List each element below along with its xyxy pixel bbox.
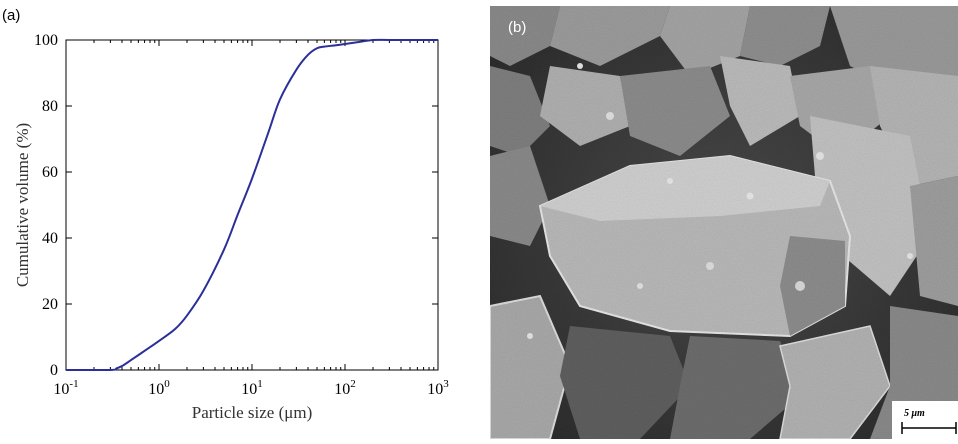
chart-panel-a: (a) 0 20 40 60 80 100 10-1 100 101 102 103 Partic… (0, 0, 470, 439)
minor-ticks (93, 40, 435, 370)
y-tick-label: 0 (50, 362, 58, 379)
y-axis-label: Cumulative volume (%) (13, 123, 32, 287)
sem-image-panel-b: (b) 5 μm (490, 6, 958, 439)
y-tick-labels: 0 20 40 60 80 100 (34, 32, 58, 379)
x-tick-label: 103 (427, 378, 449, 398)
x-tick-labels: 10-1 100 101 102 103 (53, 378, 449, 398)
x-tick-label: 102 (334, 378, 356, 398)
scale-bar: 5 μm (892, 401, 958, 439)
cumulative-volume-line (65, 38, 438, 372)
x-axis-label: Particle size (μm) (192, 403, 313, 422)
x-tick-label: 10-1 (53, 378, 78, 398)
sem-particles (490, 6, 958, 439)
x-tick-label: 100 (148, 378, 170, 398)
y-tick-label: 100 (34, 32, 58, 49)
y-tick-label: 60 (42, 164, 58, 181)
major-ticks (65, 39, 439, 371)
y-tick-label: 40 (42, 230, 58, 247)
y-tick-label: 20 (42, 296, 58, 313)
panel-a-label: (a) (2, 7, 20, 24)
panel-b-label: (b) (508, 19, 526, 36)
plot-frame (65, 39, 439, 371)
y-tick-label: 80 (42, 98, 58, 115)
psd-chart: (a) 0 20 40 60 80 100 10-1 100 101 102 103 Partic… (2, 7, 449, 422)
x-tick-label: 101 (241, 378, 263, 398)
scale-bar-label: 5 μm (904, 408, 925, 419)
sem-micrograph: (b) 5 μm (490, 6, 958, 439)
